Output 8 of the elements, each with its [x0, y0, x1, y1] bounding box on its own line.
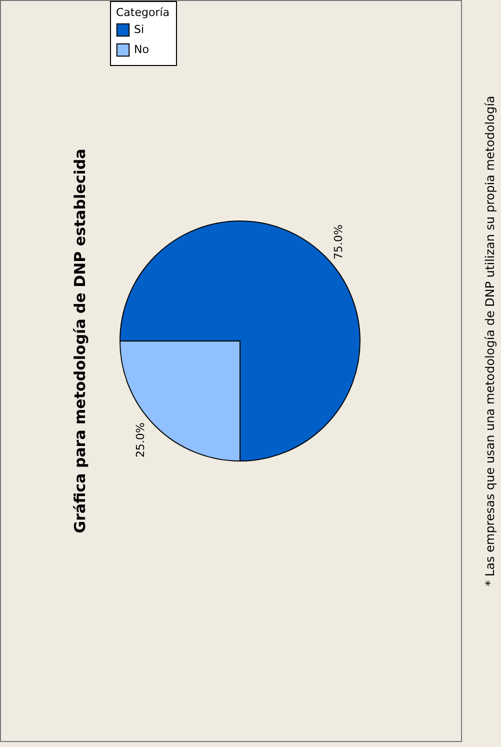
- legend-label: No: [134, 43, 150, 56]
- legend-label: Si: [134, 23, 144, 36]
- legend-title: Categoría: [116, 6, 170, 19]
- pie-slice: [120, 220, 360, 462]
- data-label: 75.0%: [332, 224, 345, 260]
- data-label: 25.0%: [134, 422, 148, 458]
- text: * Las empresas que usan una metodología de DNP utilizan su propia metodología: [483, 96, 497, 586]
- text: Gráfica para metodología de DNP establecida: [71, 148, 89, 534]
